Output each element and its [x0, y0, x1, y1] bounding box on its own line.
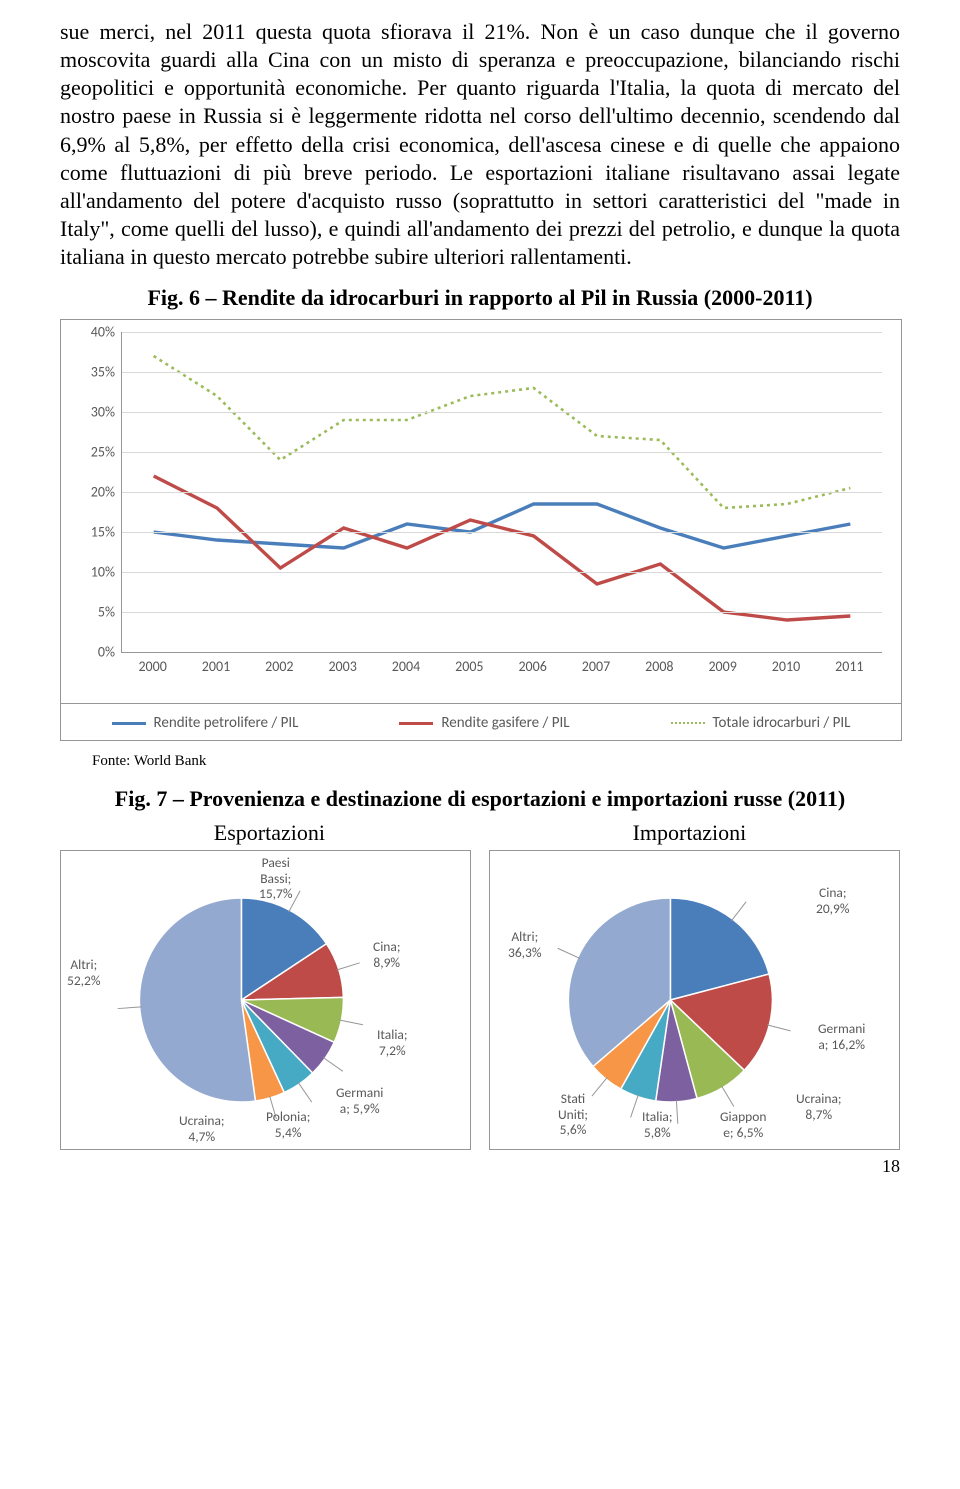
pie-label: Giappon e; 6,5% [720, 1109, 766, 1139]
fig6-series-line [154, 504, 851, 548]
fig7-sub-right: Importazioni [633, 820, 747, 846]
pie-label: Paesi Bassi; 15,7% [259, 855, 293, 900]
pie-label: Ucraina; 8,7% [796, 1091, 842, 1121]
pie-label: Ucraina; 4,7% [179, 1113, 225, 1143]
fig7-sub-left: Esportazioni [214, 820, 325, 846]
fig6-legend-item: Rendite petrolifere / PIL [112, 714, 299, 732]
pie-label: Italia; 5,8% [642, 1109, 673, 1139]
page-number: 18 [60, 1156, 900, 1177]
legend-label: Rendite gasifere / PIL [441, 714, 569, 732]
fig7-title: Fig. 7 – Provenienza e destinazione di e… [60, 786, 900, 812]
pie-label: Germani a; 5,9% [336, 1085, 383, 1115]
pie-leader [722, 1086, 734, 1107]
fig6-xtick: 2003 [328, 658, 356, 675]
pie-slice [139, 898, 255, 1102]
fig6-xtick: 2011 [835, 658, 863, 675]
pie-label: Polonia; 5,4% [266, 1109, 310, 1139]
fig6-ytick: 15% [61, 524, 115, 541]
fig6-source: Fonte: World Bank [92, 753, 900, 770]
fig6-xtick: 2007 [582, 658, 610, 675]
fig6-xtick: 2010 [772, 658, 800, 675]
fig6-xtick: 2006 [518, 658, 546, 675]
pie-leader [323, 1058, 343, 1072]
pie-label: Cina; 8,9% [373, 939, 400, 969]
pie-leader [339, 1020, 363, 1025]
fig6-series-line [154, 356, 851, 508]
legend-label: Rendite petrolifere / PIL [154, 714, 299, 732]
fig6-ytick: 0% [61, 644, 115, 661]
fig6-chart: Rendite petrolifere / PIL Rendite gasifer… [60, 319, 902, 741]
fig6-plot-area [121, 332, 882, 653]
fig6-xtick: 2001 [202, 658, 230, 675]
fig6-xtick: 2005 [455, 658, 483, 675]
pie-leader [298, 1083, 312, 1103]
fig7-pie-importazioni: Cina; 20,9% Germani a; 16,2% Ucraina; 8,7%… [489, 850, 900, 1150]
pie-leader [118, 1007, 142, 1009]
legend-swatch [399, 722, 433, 725]
legend-label: Totale idrocarburi / PIL [713, 714, 851, 732]
fig6-ytick: 35% [61, 364, 115, 381]
fig6-legend-item: Rendite gasifere / PIL [399, 714, 569, 732]
fig6-ytick: 25% [61, 444, 115, 461]
fig7-subtitles: Esportazioni Importazioni [60, 820, 900, 846]
pie-label: Altri; 52,2% [67, 957, 101, 987]
fig6-ytick: 5% [61, 604, 115, 621]
fig6-title: Fig. 6 – Rendite da idrocarburi in rappo… [60, 285, 900, 311]
fig6-xtick: 2009 [708, 658, 736, 675]
fig6-xtick: 2004 [392, 658, 420, 675]
pie-label: Stati Uniti; 5,6% [558, 1091, 588, 1136]
legend-swatch [671, 722, 705, 724]
fig6-xtick: 2000 [138, 658, 166, 675]
fig6-series-line [154, 476, 851, 620]
pie-label: Germani a; 16,2% [818, 1021, 865, 1051]
pie-label: Altri; 36,3% [508, 929, 542, 959]
fig6-ytick: 40% [61, 324, 115, 341]
pie-leader [731, 902, 746, 921]
fig6-xtick: 2008 [645, 658, 673, 675]
legend-swatch [112, 722, 146, 725]
fig7-pie-esportazioni: Paesi Bassi; 15,7% Cina; 8,9% Italia; 7,2%… [60, 850, 471, 1150]
pie-label: Italia; 7,2% [377, 1027, 408, 1057]
pie-leader [558, 949, 580, 959]
fig6-legend: Rendite petrolifere / PIL Rendite gasifer… [61, 703, 901, 732]
fig6-xtick: 2002 [265, 658, 293, 675]
pie-label: Cina; 20,9% [816, 885, 850, 915]
fig6-ytick: 30% [61, 404, 115, 421]
fig6-ytick: 10% [61, 564, 115, 581]
pie-leader [592, 1078, 607, 1097]
fig7-pies-row: Paesi Bassi; 15,7% Cina; 8,9% Italia; 7,2%… [60, 850, 900, 1150]
pie-leader [676, 1100, 677, 1124]
pie-leader [337, 963, 360, 970]
pie-leader [631, 1095, 639, 1118]
fig6-legend-item: Totale idrocarburi / PIL [671, 714, 851, 732]
fig6-ytick: 20% [61, 484, 115, 501]
body-paragraph: sue merci, nel 2011 questa quota sfiorav… [60, 18, 900, 271]
pie-leader [767, 1025, 790, 1031]
